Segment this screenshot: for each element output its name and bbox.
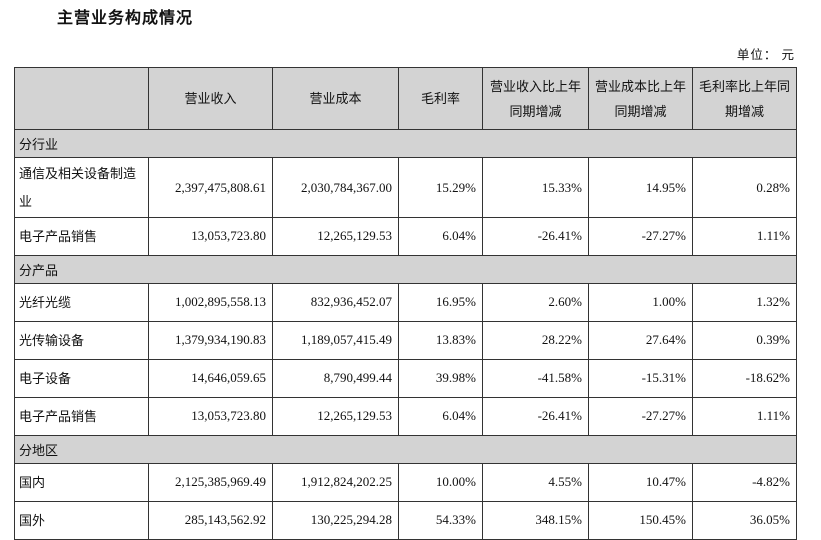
row-label: 电子产品销售 — [14, 216, 149, 256]
section-label: 分行业 — [14, 129, 797, 159]
cell-value: -15.31% — [588, 358, 693, 398]
cell-value: 14,646,059.65 — [148, 358, 273, 398]
cell-value: 36.05% — [692, 500, 797, 540]
cell-value: 14.95% — [588, 157, 693, 218]
column-header: 营业成本比上年同期增减 — [588, 67, 693, 131]
cell-value: 6.04% — [398, 396, 483, 436]
cell-value: 28.22% — [482, 320, 589, 360]
cell-value: 2,125,385,969.49 — [148, 462, 273, 502]
cell-value: 1.11% — [692, 216, 797, 256]
row-label: 国外 — [14, 500, 149, 540]
cell-value: -26.41% — [482, 216, 589, 256]
cell-value: 13,053,723.80 — [148, 216, 273, 256]
table-row: 国内 2,125,385,969.49 1,912,824,202.25 10.00%… — [14, 462, 797, 502]
column-header: 营业成本 — [272, 67, 399, 131]
cell-value: 1.11% — [692, 396, 797, 436]
table-row: 光纤光缆 1,002,895,558.13 832,936,452.07 16.95%… — [14, 282, 797, 322]
row-label: 通信及相关设备制造业 — [14, 157, 149, 218]
row-label: 电子设备 — [14, 358, 149, 398]
cell-value: -27.27% — [588, 396, 693, 436]
table-row: 通信及相关设备制造业 2,397,475,808.61 2,030,784,367.… — [14, 157, 797, 218]
cell-value: 13.83% — [398, 320, 483, 360]
column-header: 营业收入比上年同期增减 — [482, 67, 589, 131]
unit-note: 单位： 元 — [736, 48, 795, 63]
cell-value: 12,265,129.53 — [272, 396, 399, 436]
table-header: 营业收入 营业成本 毛利率 营业收入比上年同期增减 营业成本比上年同期增减 毛利率比上年同… — [14, 67, 797, 131]
cell-value: -18.62% — [692, 358, 797, 398]
section-row: 分产品 — [14, 254, 797, 284]
cell-value: 285,143,562.92 — [148, 500, 273, 540]
column-header: 毛利率比上年同期增减 — [692, 67, 797, 131]
cell-value: 1,912,824,202.25 — [272, 462, 399, 502]
row-label: 光传输设备 — [14, 320, 149, 360]
cell-value: 4.55% — [482, 462, 589, 502]
cell-value: 2.60% — [482, 282, 589, 322]
cell-value: 150.45% — [588, 500, 693, 540]
column-header: 毛利率 — [398, 67, 483, 131]
cell-value: 1,189,057,415.49 — [272, 320, 399, 360]
table-row: 电子设备 14,646,059.65 8,790,499.44 39.98% -41.5… — [14, 358, 797, 398]
table-row: 光传输设备 1,379,934,190.83 1,189,057,415.49 13.… — [14, 320, 797, 360]
cell-value: -26.41% — [482, 396, 589, 436]
row-label: 光纤光缆 — [14, 282, 149, 322]
table-row: 电子产品销售 13,053,723.80 12,265,129.53 6.04% -26… — [14, 216, 797, 256]
main-business-table: 营业收入 营业成本 毛利率 营业收入比上年同期增减 营业成本比上年同期增减 毛利率比上年同… — [14, 67, 797, 540]
section-label: 分产品 — [14, 254, 797, 284]
cell-value: 2,397,475,808.61 — [148, 157, 273, 218]
cell-value: 15.29% — [398, 157, 483, 218]
cell-value: 0.39% — [692, 320, 797, 360]
section-row: 分地区 — [14, 434, 797, 464]
cell-value: 1.00% — [588, 282, 693, 322]
header-row: 营业收入 营业成本 毛利率 营业收入比上年同期增减 营业成本比上年同期增减 毛利率比上年同… — [14, 67, 797, 131]
cell-value: 348.15% — [482, 500, 589, 540]
cell-value: 0.28% — [692, 157, 797, 218]
cell-value: 16.95% — [398, 282, 483, 322]
cell-value: 39.98% — [398, 358, 483, 398]
cell-value: 54.33% — [398, 500, 483, 540]
cell-value: 27.64% — [588, 320, 693, 360]
column-header: 营业收入 — [148, 67, 273, 131]
cell-value: 6.04% — [398, 216, 483, 256]
row-label: 国内 — [14, 462, 149, 502]
table-row: 电子产品销售 13,053,723.80 12,265,129.53 6.04% -26… — [14, 396, 797, 436]
table-row: 国外 285,143,562.92 130,225,294.28 54.33% 348.… — [14, 500, 797, 540]
table-body: 分行业 通信及相关设备制造业 2,397,475,808.61 2,030,784,3… — [14, 129, 797, 540]
section-label: 分地区 — [14, 434, 797, 464]
cell-value: 2,030,784,367.00 — [272, 157, 399, 218]
cell-value: 832,936,452.07 — [272, 282, 399, 322]
cell-value: 13,053,723.80 — [148, 396, 273, 436]
cell-value: 10.00% — [398, 462, 483, 502]
row-label-header — [14, 67, 149, 131]
cell-value: 15.33% — [482, 157, 589, 218]
section-row: 分行业 — [14, 129, 797, 159]
cell-value: 12,265,129.53 — [272, 216, 399, 256]
cell-value: -41.58% — [482, 358, 589, 398]
cell-value: 1.32% — [692, 282, 797, 322]
cell-value: -27.27% — [588, 216, 693, 256]
cell-value: 1,379,934,190.83 — [148, 320, 273, 360]
row-label: 电子产品销售 — [14, 396, 149, 436]
page-title: 主营业务构成情况 — [57, 10, 194, 27]
cell-value: 8,790,499.44 — [272, 358, 399, 398]
cell-value: 10.47% — [588, 462, 693, 502]
cell-value: -4.82% — [692, 462, 797, 502]
cell-value: 1,002,895,558.13 — [148, 282, 273, 322]
cell-value: 130,225,294.28 — [272, 500, 399, 540]
